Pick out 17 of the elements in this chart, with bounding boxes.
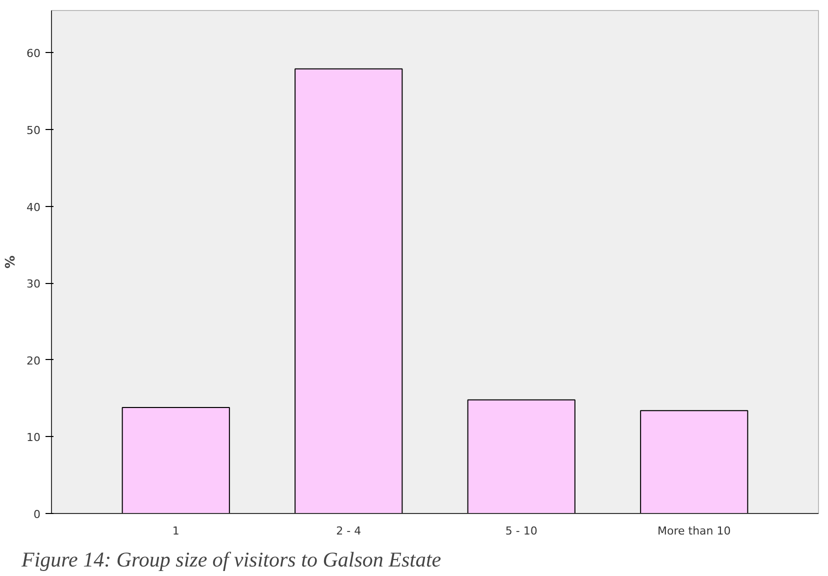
bar bbox=[467, 399, 576, 514]
bar bbox=[122, 407, 230, 514]
y-tick-label: 50 bbox=[26, 124, 41, 138]
y-tick-label: 30 bbox=[26, 278, 41, 291]
caption: Figure 14: Group size of visitors to Galson Estate bbox=[20, 548, 442, 572]
y-axis-title: % bbox=[4, 255, 19, 269]
y-tick-label: 0 bbox=[34, 508, 40, 521]
y-tick-label: 40 bbox=[26, 200, 41, 214]
bar bbox=[640, 410, 748, 514]
x-tick-label: 1 bbox=[172, 524, 180, 538]
y-tick-label: 60 bbox=[26, 47, 41, 60]
y-tick-label: 10 bbox=[26, 431, 41, 444]
bar bbox=[294, 68, 403, 514]
y-tick-label: 20 bbox=[26, 354, 41, 368]
x-tick-label: More than 10 bbox=[657, 524, 731, 538]
x-tick-label: 2 - 4 bbox=[336, 524, 362, 538]
x-tick-label: 5 - 10 bbox=[505, 524, 538, 538]
